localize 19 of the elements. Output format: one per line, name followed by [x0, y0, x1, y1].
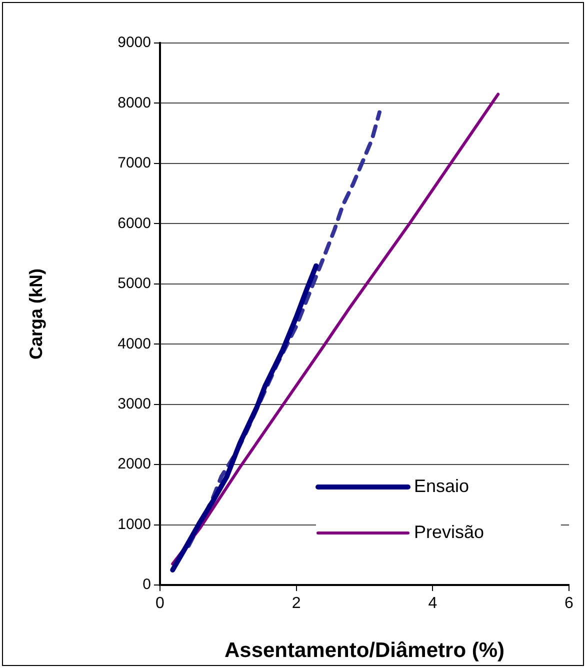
- x-tick-label: 0: [156, 595, 165, 612]
- y-tick-label: 3000: [118, 395, 151, 412]
- x-tick-label: 4: [428, 595, 438, 612]
- x-tick-label: 2: [292, 595, 301, 612]
- y-tick-label: 9000: [118, 34, 151, 52]
- line-series: [186, 110, 382, 548]
- x-tick-label: 6: [564, 595, 574, 612]
- y-tick-label: 0: [142, 576, 151, 594]
- y-tick-label: 2000: [118, 456, 151, 473]
- y-tick-label: 6000: [118, 214, 151, 232]
- legend-label: Previsão: [414, 522, 484, 542]
- y-axis-title: Carga (kN): [26, 268, 46, 360]
- legend-label: Ensaio: [414, 476, 470, 496]
- y-tick-label: 4000: [118, 335, 151, 352]
- y-tick-label: 1000: [118, 516, 151, 533]
- y-tick-label: 5000: [118, 275, 151, 292]
- y-tick-label: 7000: [118, 154, 151, 172]
- y-tick-label: 8000: [118, 94, 151, 112]
- x-axis-title: Assentamento/Diâmetro (%): [224, 639, 505, 662]
